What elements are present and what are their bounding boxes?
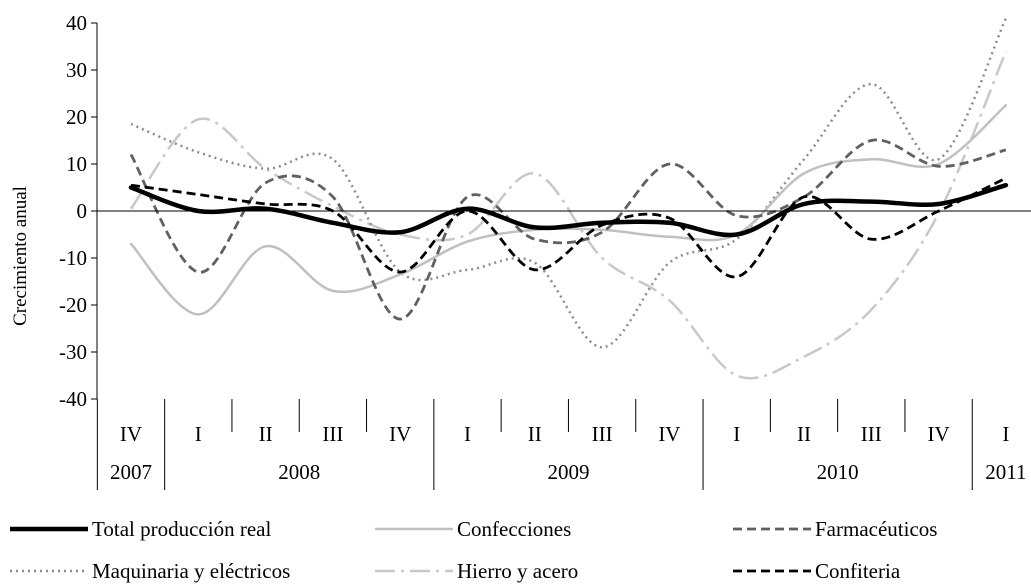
legend-label-hierro: Hierro y acero: [457, 559, 578, 583]
y-tick-label: 30: [66, 58, 87, 82]
series-line-total: [128, 182, 1009, 238]
series-line-maquinaria: [130, 17, 1008, 349]
y-tick-label: 40: [66, 11, 87, 35]
year-label: 2011: [985, 460, 1026, 484]
x-tick-label: III: [592, 422, 613, 446]
series-line-hierro: [129, 50, 1008, 380]
y-tick-label: -10: [59, 246, 87, 270]
year-label: 2009: [547, 460, 589, 484]
year-label: 2010: [817, 460, 859, 484]
legend: Total producción real Confecciones Farmacé…: [10, 517, 937, 583]
y-axis: 40 30 20 10 0 -10 -20 -30 -40: [59, 11, 97, 411]
x-tick-label: II: [259, 422, 273, 446]
x-tick-label: I: [464, 422, 471, 446]
x-tick-label: I: [1002, 422, 1009, 446]
x-tick-label: IV: [389, 422, 411, 446]
x-tick-label: II: [797, 422, 811, 446]
x-tick-label: III: [322, 422, 343, 446]
legend-label-farmaceuticos: Farmacéuticos: [815, 517, 937, 541]
x-tick-label: II: [528, 422, 542, 446]
x-tick-label: IV: [928, 422, 950, 446]
y-tick-label: -40: [59, 387, 87, 411]
legend-label-total: Total producción real: [92, 517, 271, 541]
series-layer: [128, 17, 1009, 380]
x-tick-label: IV: [658, 422, 680, 446]
y-tick-label: 0: [77, 199, 88, 223]
year-label: 2008: [278, 460, 320, 484]
legend-label-confiteria: Confiteria: [815, 559, 901, 583]
series-line-confiteria: [130, 176, 1007, 279]
legend-label-confecciones: Confecciones: [457, 517, 571, 541]
x-tick-label: III: [861, 422, 882, 446]
x-tick-label: IV: [120, 422, 142, 446]
y-tick-label: -30: [59, 340, 87, 364]
axes: [96, 23, 1031, 399]
y-axis-label: Crecimiento anual: [10, 186, 31, 326]
y-tick-label: 10: [66, 152, 87, 176]
series-line-farmaceuticos: [129, 138, 1007, 321]
y-tick-label: 20: [66, 105, 87, 129]
legend-label-maquinaria: Maquinaria y eléctricos: [92, 559, 290, 583]
x-tick-label: I: [733, 422, 740, 446]
x-tick-label: I: [195, 422, 202, 446]
y-tick-label: -20: [59, 293, 87, 317]
year-label: 2007: [110, 460, 152, 484]
